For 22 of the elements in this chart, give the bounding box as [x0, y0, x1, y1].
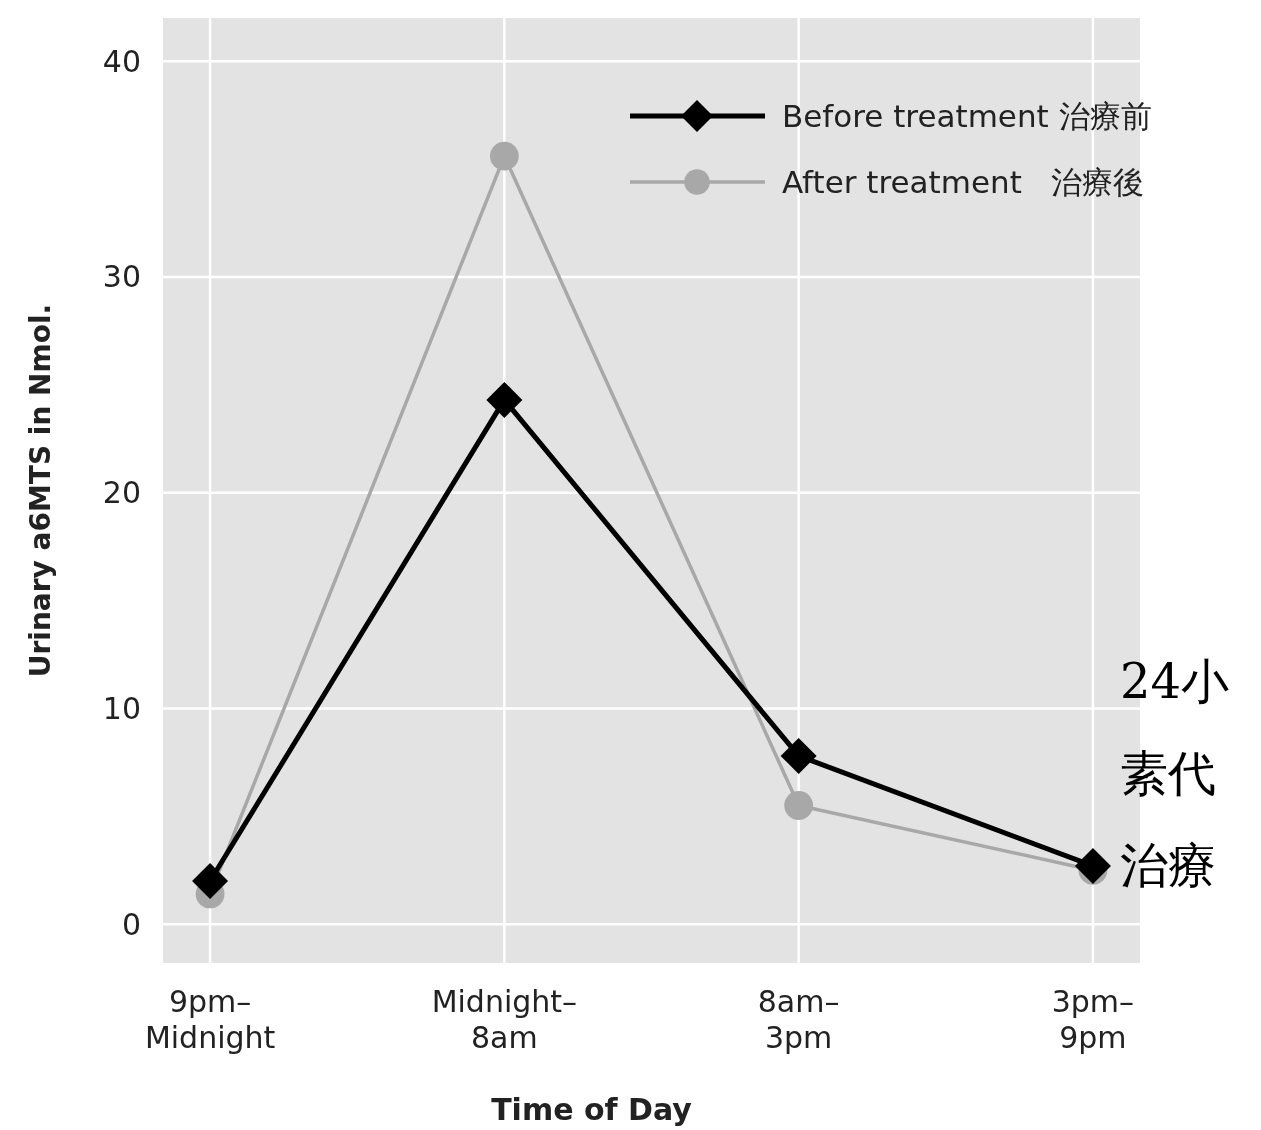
- y-axis-title: Urinary a6MTS in Nmol.: [24, 303, 57, 678]
- x-axis-title: Time of Day: [491, 1092, 693, 1127]
- legend-label: Before treatment 治療前: [782, 97, 1152, 134]
- annotation: 24小: [1120, 653, 1230, 709]
- x-tick-label: 9pm– Midnight: [144, 983, 276, 1055]
- legend-label: After treatment 治療後: [782, 163, 1145, 200]
- x-tick-label: 3pm– 9pm: [1051, 983, 1135, 1055]
- y-tick-label: 0: [121, 906, 141, 942]
- annotation: 素代: [1120, 745, 1216, 801]
- annotation: 治療: [1120, 837, 1216, 893]
- point: [486, 381, 523, 418]
- point: [780, 737, 817, 774]
- point: [489, 141, 519, 171]
- point: [784, 791, 814, 820]
- point: [192, 863, 229, 900]
- y-tick-label: 40: [102, 43, 141, 79]
- y-tick-label: 30: [102, 259, 141, 295]
- y-tick-label: 20: [102, 475, 141, 511]
- point: [1074, 847, 1111, 884]
- x-tick-label: 8am– 3pm: [757, 983, 840, 1055]
- x-tick-label: Midnight– 8am: [431, 983, 578, 1055]
- y-tick-label: 10: [102, 690, 141, 726]
